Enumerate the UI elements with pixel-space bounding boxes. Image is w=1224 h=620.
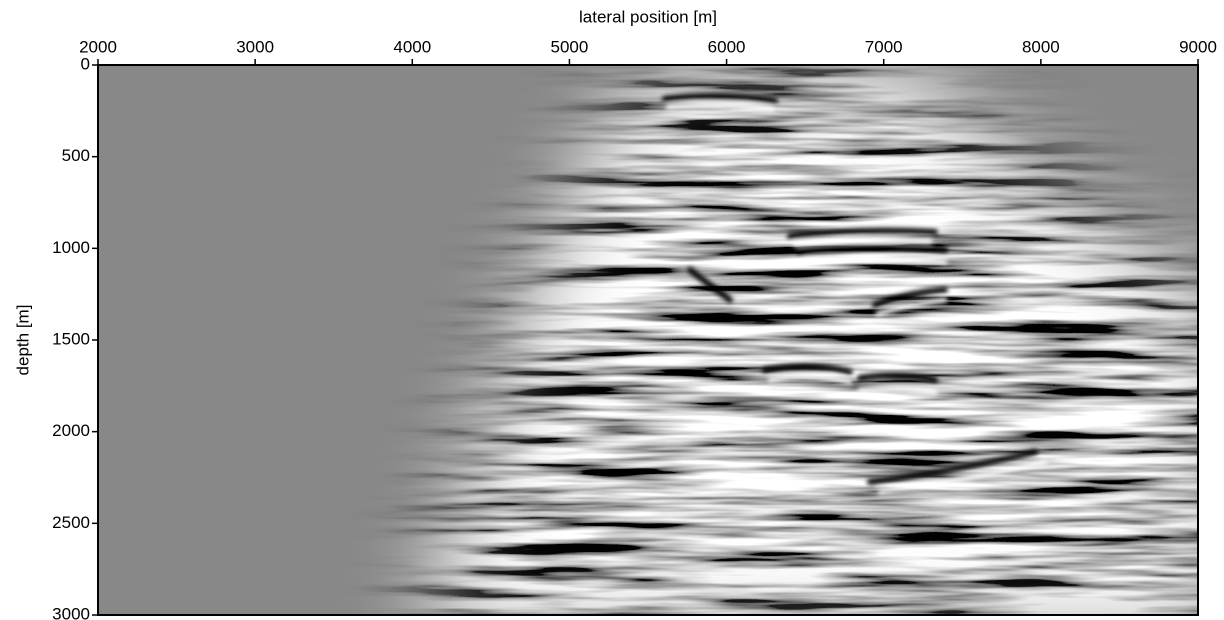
y-axis-label: depth [m] [13, 305, 32, 376]
x-tick-label: 2000 [79, 37, 117, 56]
y-tick-label: 500 [62, 146, 90, 165]
x-tick-label: 4000 [393, 37, 431, 56]
x-axis-label: lateral position [m] [579, 7, 717, 26]
x-tick-label: 8000 [1022, 37, 1060, 56]
x-tick-label: 6000 [708, 37, 746, 56]
x-tick-label: 5000 [551, 37, 589, 56]
seismic-image [98, 65, 1198, 615]
reflectors [662, 92, 1048, 495]
y-tick-label: 0 [81, 54, 90, 73]
x-tick-label: 9000 [1179, 37, 1217, 56]
y-tick-label: 2500 [52, 513, 90, 532]
x-tick-label: 7000 [865, 37, 903, 56]
y-tick-label: 3000 [52, 604, 90, 620]
x-tick-label: 3000 [236, 37, 274, 56]
y-tick-label: 1000 [52, 238, 90, 257]
y-tick-label: 2000 [52, 421, 90, 440]
image-texture [98, 65, 1198, 615]
y-tick-label: 1500 [52, 329, 90, 348]
